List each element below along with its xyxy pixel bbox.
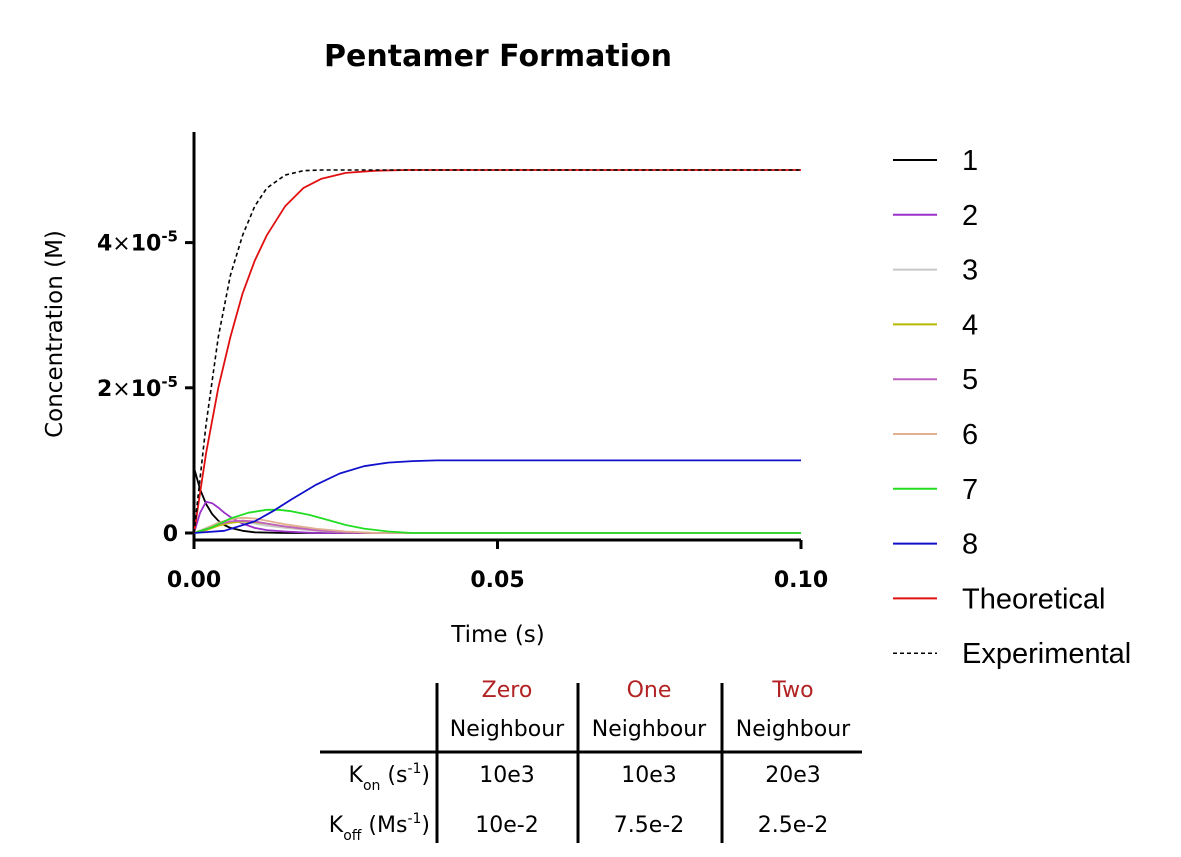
legend-label: 5: [962, 364, 978, 396]
x-tick-label: 0.00: [167, 568, 221, 593]
table-col-subheader: Neighbour: [736, 717, 851, 742]
table-cell: 20e3: [765, 763, 821, 788]
x-tick-label: 0.10: [774, 568, 828, 593]
legend-label: 8: [962, 529, 978, 561]
y-tick-label: 0: [163, 522, 178, 547]
y-axis-label: Concentration (M): [42, 230, 68, 438]
series-line-1: [193, 467, 801, 534]
table-col-subheader: Neighbour: [450, 717, 565, 742]
legend-label: Theoretical: [962, 583, 1105, 615]
table-cell: 2.5e-2: [758, 813, 828, 838]
table-cell: 10e3: [621, 763, 677, 788]
table-col-subheader: Neighbour: [592, 717, 707, 742]
legend-label: Experimental: [962, 638, 1131, 670]
series-line-theoretical: [193, 169, 801, 534]
legend-label: 3: [962, 255, 978, 287]
series-line-7: [193, 508, 801, 534]
table-cell: 7.5e-2: [614, 813, 684, 838]
legend-label: 2: [962, 200, 978, 232]
table-col-header: Two: [771, 678, 813, 703]
legend-label: 6: [962, 419, 978, 451]
table-col-header: Zero: [482, 678, 533, 703]
y-tick-label: 4×10-5: [97, 228, 178, 257]
x-axis-label: Time (s): [450, 622, 545, 648]
table-cell: 10e-2: [475, 813, 538, 838]
series-line-8: [193, 459, 801, 534]
table-row-label: Kon (s-1): [349, 761, 431, 794]
legend-label: 1: [962, 145, 978, 177]
series-line-experimental: [193, 169, 801, 534]
x-tick-label: 0.05: [470, 568, 524, 593]
legend: 1 2 3 4 5 6 7 8 Theoretical Experimental: [893, 145, 1131, 670]
legend-label: 7: [962, 474, 978, 506]
table-cell: 10e3: [479, 763, 535, 788]
parameter-table: Zero Neighbour One Neighbour Two Neighbour Kon…: [320, 678, 862, 844]
table-row-label: Koff (Ms-1): [329, 811, 430, 844]
legend-label: 4: [962, 309, 978, 341]
series-line-6: [193, 516, 801, 534]
table-col-header: One: [627, 678, 672, 703]
chart-title: Pentamer Formation: [324, 39, 672, 74]
plot-area: 0.00 0.05 0.10 0 2×10-5 4×10-5 Time (s) Concent…: [42, 132, 828, 648]
y-tick-label: 2×10-5: [97, 373, 178, 402]
